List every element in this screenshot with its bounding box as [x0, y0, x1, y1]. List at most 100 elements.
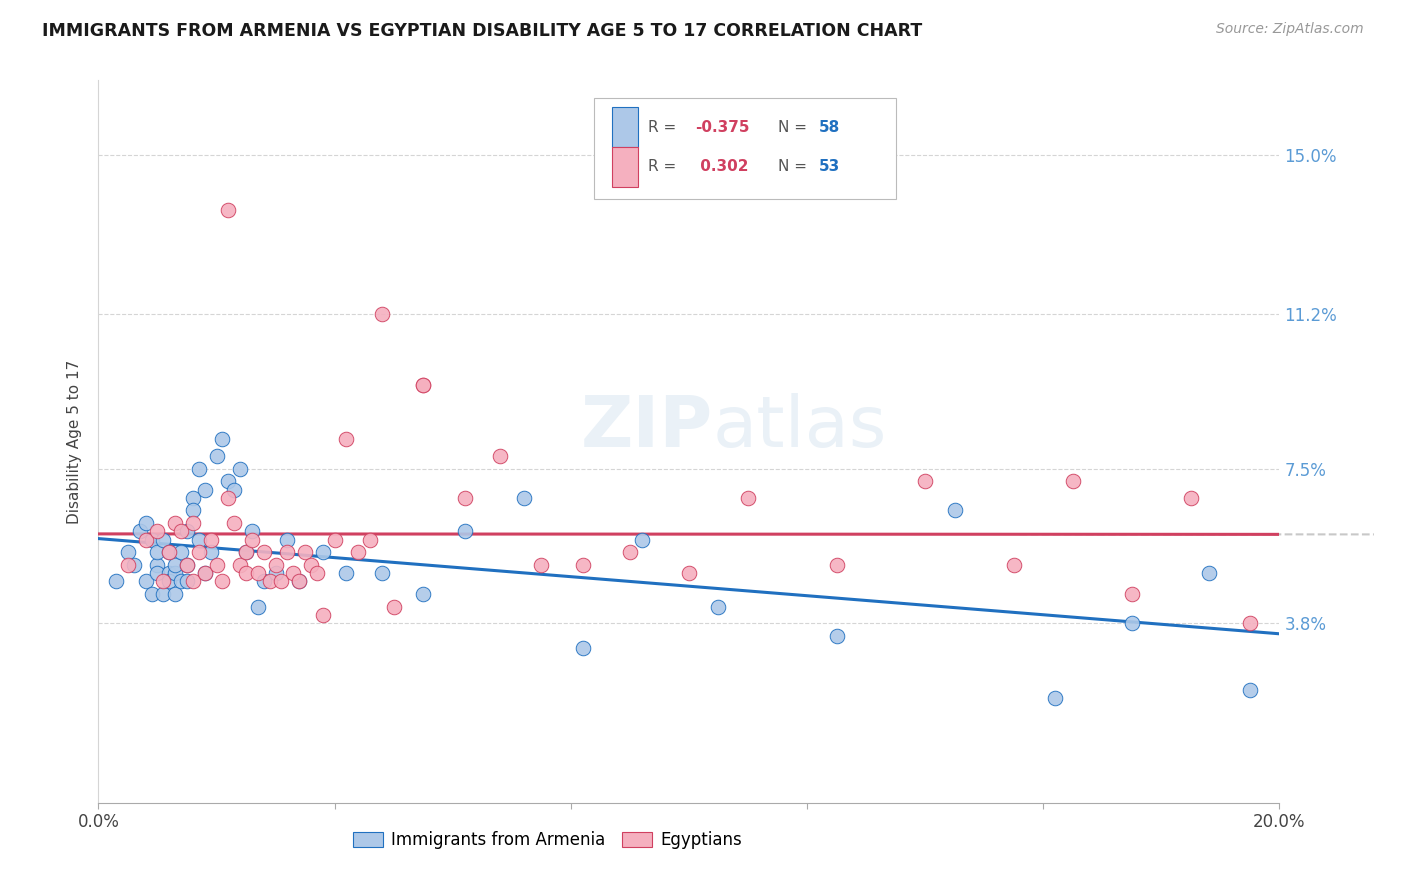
- Point: [264, 558, 287, 572]
- Point: [176, 574, 198, 589]
- Point: [217, 474, 239, 488]
- Point: [914, 474, 936, 488]
- Point: [1121, 616, 1143, 631]
- Point: [305, 566, 328, 580]
- Point: [630, 533, 652, 547]
- Point: [678, 566, 700, 580]
- Point: [276, 533, 298, 547]
- Point: [187, 533, 209, 547]
- Point: [211, 433, 233, 447]
- Point: [312, 607, 335, 622]
- Point: [825, 629, 848, 643]
- Point: [146, 558, 169, 572]
- Point: [117, 558, 139, 572]
- Point: [253, 574, 276, 589]
- Point: [224, 516, 246, 530]
- FancyBboxPatch shape: [612, 147, 638, 186]
- Point: [371, 566, 394, 580]
- Point: [453, 524, 475, 539]
- Point: [347, 545, 370, 559]
- Point: [157, 566, 180, 580]
- Point: [187, 461, 209, 475]
- Point: [264, 566, 287, 580]
- Point: [229, 461, 252, 475]
- Point: [412, 587, 434, 601]
- Point: [235, 545, 257, 559]
- Point: [176, 558, 198, 572]
- Point: [246, 566, 269, 580]
- Text: R =: R =: [648, 120, 681, 135]
- Point: [181, 503, 204, 517]
- Point: [187, 545, 209, 559]
- Point: [141, 533, 163, 547]
- Point: [240, 524, 263, 539]
- Point: [246, 599, 269, 614]
- Text: atlas: atlas: [713, 392, 887, 461]
- Point: [152, 574, 174, 589]
- Point: [1043, 691, 1066, 706]
- Point: [371, 307, 394, 321]
- Point: [1121, 587, 1143, 601]
- Point: [194, 483, 217, 497]
- Point: [224, 483, 246, 497]
- FancyBboxPatch shape: [595, 98, 896, 200]
- Point: [211, 574, 233, 589]
- Point: [135, 574, 157, 589]
- Point: [335, 433, 357, 447]
- Point: [489, 449, 512, 463]
- Point: [299, 558, 322, 572]
- Point: [571, 558, 593, 572]
- Text: Source: ZipAtlas.com: Source: ZipAtlas.com: [1216, 22, 1364, 37]
- Text: 53: 53: [818, 160, 841, 175]
- Point: [157, 545, 180, 559]
- Point: [229, 558, 252, 572]
- Point: [176, 524, 198, 539]
- Point: [1180, 491, 1202, 505]
- Legend: Immigrants from Armenia, Egyptians: Immigrants from Armenia, Egyptians: [346, 824, 748, 856]
- Point: [165, 558, 187, 572]
- Point: [200, 545, 222, 559]
- Text: N =: N =: [778, 160, 811, 175]
- Text: -0.375: -0.375: [695, 120, 749, 135]
- Point: [382, 599, 405, 614]
- Point: [259, 574, 281, 589]
- FancyBboxPatch shape: [612, 107, 638, 147]
- Point: [1198, 566, 1220, 580]
- Text: IMMIGRANTS FROM ARMENIA VS EGYPTIAN DISABILITY AGE 5 TO 17 CORRELATION CHART: IMMIGRANTS FROM ARMENIA VS EGYPTIAN DISA…: [42, 22, 922, 40]
- Point: [235, 566, 257, 580]
- Point: [141, 587, 163, 601]
- Point: [359, 533, 381, 547]
- Point: [181, 491, 204, 505]
- Point: [288, 574, 311, 589]
- Point: [335, 566, 357, 580]
- Text: N =: N =: [778, 120, 811, 135]
- Point: [146, 524, 169, 539]
- Point: [323, 533, 346, 547]
- Point: [412, 378, 434, 392]
- Point: [117, 545, 139, 559]
- Point: [170, 524, 193, 539]
- Point: [943, 503, 966, 517]
- Point: [240, 533, 263, 547]
- Point: [737, 491, 759, 505]
- Point: [165, 516, 187, 530]
- Point: [194, 566, 217, 580]
- Point: [146, 566, 169, 580]
- Point: [200, 533, 222, 547]
- Point: [122, 558, 145, 572]
- Point: [165, 587, 187, 601]
- Point: [530, 558, 553, 572]
- Point: [157, 545, 180, 559]
- Point: [707, 599, 730, 614]
- Point: [619, 545, 641, 559]
- Point: [512, 491, 534, 505]
- Point: [1062, 474, 1084, 488]
- Point: [157, 574, 180, 589]
- Point: [294, 545, 316, 559]
- Point: [571, 641, 593, 656]
- Point: [194, 566, 217, 580]
- Point: [1002, 558, 1025, 572]
- Text: 58: 58: [818, 120, 841, 135]
- Point: [176, 558, 198, 572]
- Point: [312, 545, 335, 559]
